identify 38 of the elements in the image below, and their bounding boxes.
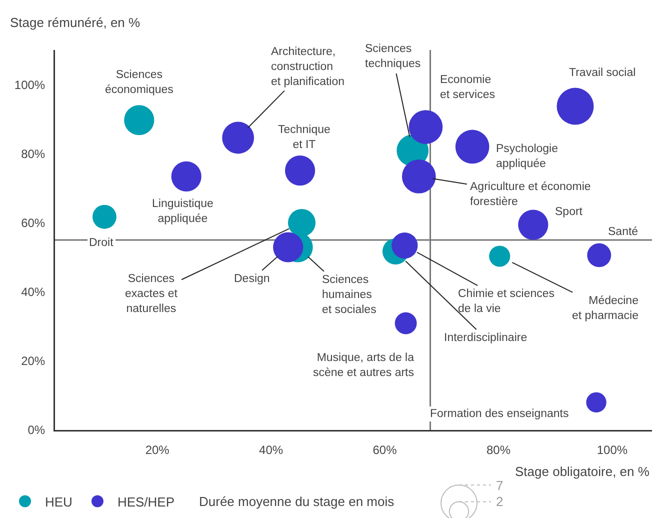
annotation: Médecine et pharmacie	[572, 295, 638, 322]
y-tick-label: 80%	[21, 146, 46, 161]
annotation: Sciences économiques	[105, 69, 174, 96]
annotation: Interdisciplinaire	[444, 332, 528, 344]
annotation: Technique et IT	[278, 124, 330, 151]
y-tick-label: 20%	[21, 354, 46, 368]
text: Durée moyenne du stage en mois	[199, 494, 395, 509]
x-tick-label: 20%	[145, 442, 170, 457]
annotation: Chimie et sciences de la vie	[458, 288, 555, 315]
y-tick-label: 40%	[21, 285, 46, 300]
annotation: Economie et services	[440, 74, 496, 101]
annotation: Santé	[608, 226, 638, 238]
annotation: Formation des enseignants	[430, 408, 569, 420]
legend-label: 7	[496, 478, 504, 493]
annotation: Psychologie appliquée	[496, 143, 558, 170]
annotation: Design	[234, 273, 270, 285]
annotation: Sciences techniques	[365, 43, 421, 70]
annotation: Travail social	[569, 67, 636, 79]
annotation: Sciences humaines et sociales	[322, 274, 377, 316]
annotation: Architecture, construction et planification	[271, 46, 345, 88]
legend-label: HEU	[45, 494, 72, 510]
y-tick-label: 60%	[21, 216, 46, 230]
legend-label: 2	[496, 494, 504, 509]
annotation: Agriculture et économie forestière	[470, 181, 591, 208]
annotation: Linguistique appliquée	[152, 198, 214, 225]
x-axis-title: Stage obligatoire, en %	[515, 464, 650, 479]
annotation: Sciences exactes et naturelles	[125, 273, 178, 315]
x-tick-label: 60%	[372, 442, 398, 457]
annotation: Musique, arts de la scène et autres arts	[313, 352, 415, 379]
annotation: Droit	[89, 237, 114, 249]
legend-label: HES/HEP	[117, 494, 175, 510]
x-tick-label: 80%	[486, 442, 511, 457]
annotation: Sport	[555, 206, 584, 218]
y-tick-label: 100%	[14, 78, 46, 92]
y-tick-label: 0%	[28, 423, 46, 438]
x-tick-label: 100%	[596, 442, 628, 457]
x-tick-label: 40%	[259, 442, 284, 457]
y-axis-title: Stage rémunéré, en %	[10, 15, 141, 30]
